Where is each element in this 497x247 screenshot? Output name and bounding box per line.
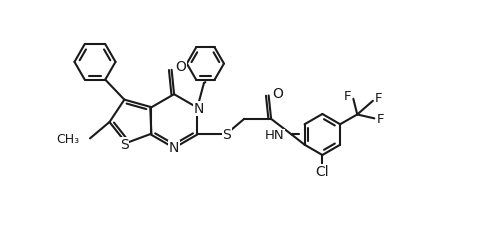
Text: S: S: [222, 128, 231, 143]
Text: O: O: [272, 87, 283, 101]
Text: Cl: Cl: [316, 165, 329, 179]
Text: S: S: [120, 138, 129, 152]
Text: F: F: [376, 113, 384, 126]
Text: F: F: [375, 92, 383, 105]
Text: CH₃: CH₃: [56, 133, 80, 146]
Text: N: N: [194, 102, 204, 116]
Text: N: N: [169, 141, 179, 155]
Text: O: O: [175, 60, 186, 74]
Text: HN: HN: [265, 129, 284, 143]
Text: F: F: [344, 90, 351, 103]
